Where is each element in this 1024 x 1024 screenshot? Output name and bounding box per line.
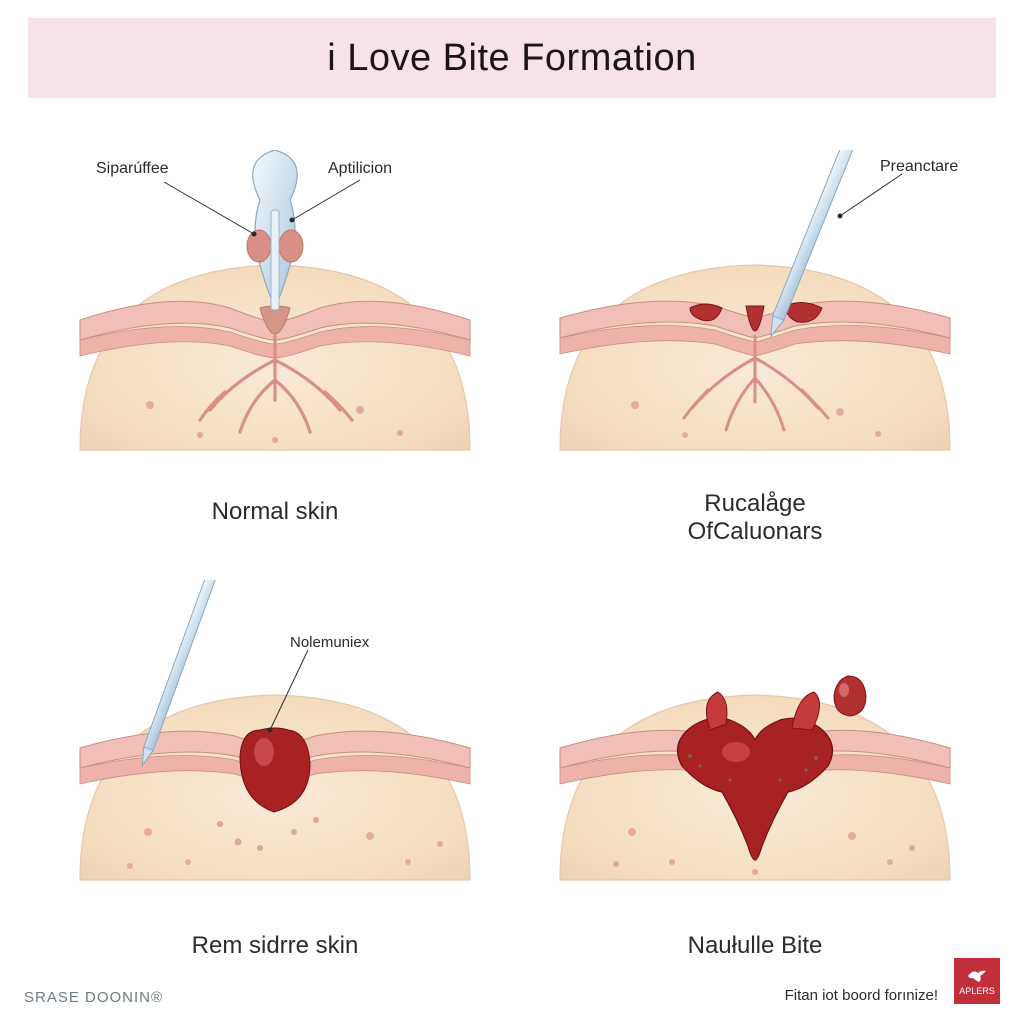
page-root: i Love Bite Formation	[0, 0, 1024, 1024]
callout-nolemuniex: Nolemuniex	[290, 634, 369, 651]
diagram-rucalage	[540, 150, 970, 500]
caption-naulule-bite: Naułulle Bite	[540, 932, 970, 960]
title-bar: i Love Bite Formation	[28, 18, 996, 98]
panel-normal-skin	[60, 150, 490, 500]
caption-normal-skin: Normal skin	[60, 498, 490, 526]
caption-rucalage: Rucalåge OfCaluonars	[540, 490, 970, 545]
panel-naulule-bite	[540, 580, 970, 930]
page-title: i Love Bite Formation	[327, 37, 697, 80]
panel-rem-sidrre	[60, 580, 490, 930]
footer-tagline: Fitan iot boord forınize!	[785, 987, 938, 1004]
footer-brand: SRASE DOONIN®	[24, 989, 163, 1006]
diagram-naulule-bite	[540, 580, 970, 930]
callout-preanctare: Preanctare	[880, 158, 958, 176]
callout-siparuffee: Siparúffee	[96, 160, 169, 178]
caption-rem-sidrre: Rem sidrre skin	[60, 932, 490, 960]
diagram-normal-skin	[60, 150, 490, 500]
logo-badge: APLERS	[954, 958, 1000, 1004]
callout-aptilicion: Aptilicion	[328, 160, 392, 178]
logo-label: APLERS	[959, 986, 995, 996]
panel-rucalage	[540, 150, 970, 500]
diagram-rem-sidrre	[60, 580, 490, 930]
bird-icon	[966, 967, 988, 985]
